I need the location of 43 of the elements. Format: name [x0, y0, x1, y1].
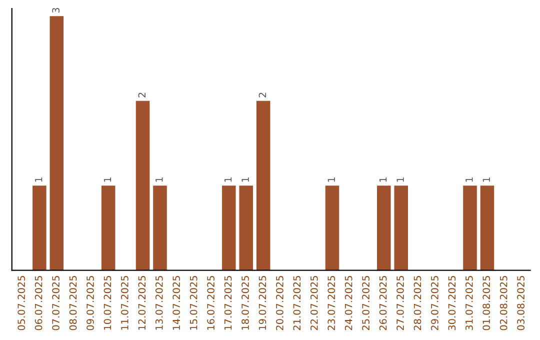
x-tick-label: 17.07.2025: [224, 276, 232, 330]
data-label: 1: [482, 178, 490, 182]
x-tick-label: 22.07.2025: [310, 276, 318, 330]
x-tick-label: 18.07.2025: [242, 276, 249, 330]
x-tick-label: 06.07.2025: [34, 276, 42, 330]
data-label: 1: [466, 178, 473, 182]
x-tick-label: 11.07.2025: [121, 276, 128, 330]
x-tick-label: 27.07.2025: [396, 276, 404, 330]
data-label: 2: [138, 92, 146, 98]
data-label: 1: [35, 178, 42, 182]
x-tick-label: 13.07.2025: [155, 276, 163, 330]
x-tick-label: 05.07.2025: [18, 276, 26, 330]
x-tick-label: 01.08.2025: [482, 276, 490, 330]
x-tick-label: 26.07.2025: [379, 276, 387, 330]
x-tick-label: 10.07.2025: [104, 276, 112, 330]
x-tick-label: 09.07.2025: [86, 276, 94, 330]
x-tick-label: 21.07.2025: [293, 276, 301, 330]
x-tick-label: 15.07.2025: [190, 276, 198, 330]
x-tick-label: 31.07.2025: [465, 276, 473, 330]
data-label: 1: [328, 178, 335, 182]
data-label: 1: [396, 178, 404, 182]
data-label: 1: [104, 178, 112, 182]
x-tick-label: 02.08.2025: [500, 276, 508, 330]
x-tick-label: 28.07.2025: [414, 276, 422, 330]
data-label: 1: [224, 178, 232, 182]
x-tick-label: 20.07.2025: [276, 276, 284, 330]
x-tick-label: 19.07.2025: [258, 276, 266, 330]
x-tick-label: 25.07.2025: [362, 276, 370, 330]
data-label: 1: [156, 178, 163, 182]
data-label: 1: [379, 178, 387, 182]
x-tick-label: 14.07.2025: [172, 276, 180, 330]
x-tick-label: 12.07.2025: [138, 276, 146, 330]
x-tick-label: 24.07.2025: [344, 276, 352, 330]
x-tick-label: 08.07.2025: [69, 276, 77, 330]
x-tick-label: 16.07.2025: [207, 276, 214, 330]
x-tick-label: 23.07.2025: [328, 276, 336, 330]
x-tick-label: 07.07.2025: [52, 276, 60, 330]
data-label: 1: [242, 178, 249, 182]
x-tick-label: 29.07.2025: [431, 276, 438, 330]
x-tick-label: 03.08.2025: [517, 276, 524, 330]
data-label: 3: [52, 8, 60, 13]
x-tick-label: 30.07.2025: [448, 276, 456, 330]
data-label: 2: [258, 92, 266, 98]
